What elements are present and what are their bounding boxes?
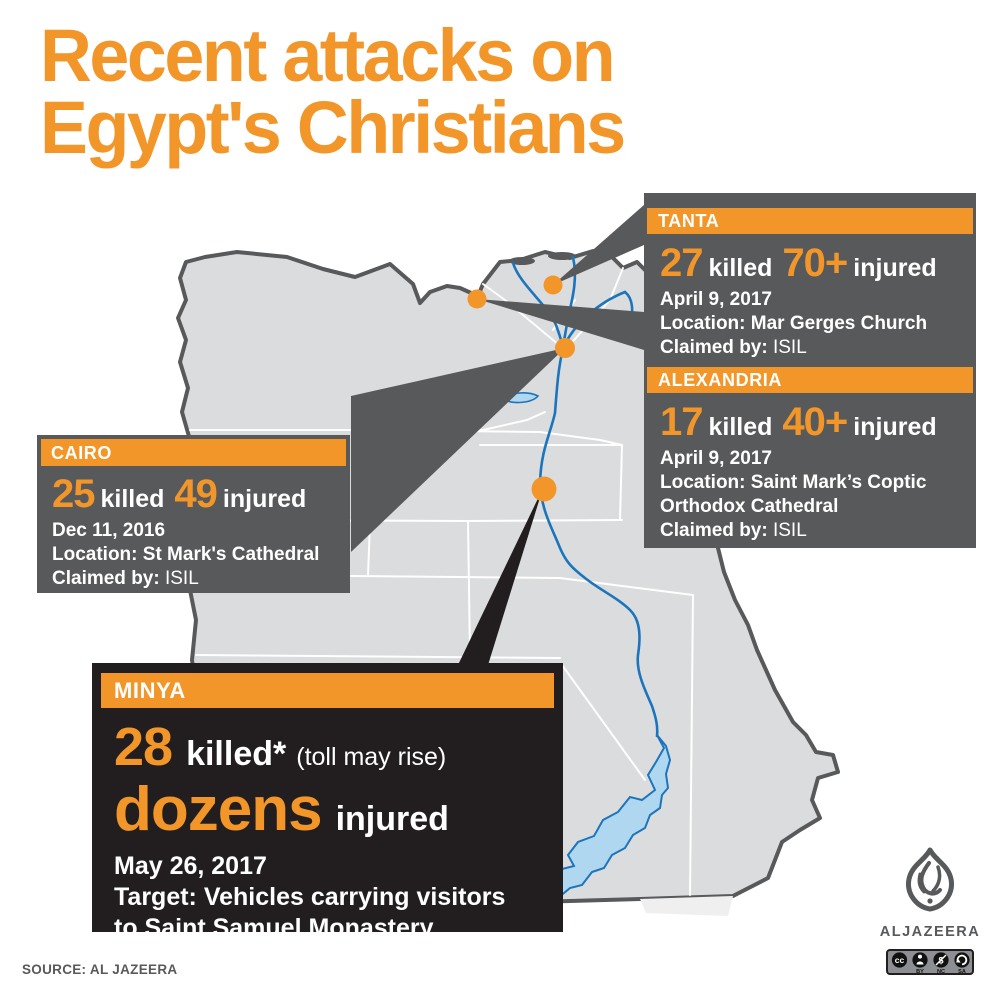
- minya-injured-label: injured: [335, 800, 449, 838]
- cairo-claimed: Claimed by: ISIL: [52, 568, 199, 589]
- minya-killed-label: killed*: [186, 735, 287, 773]
- cairo-casualty-line: 25 killed 49 injured: [52, 472, 350, 517]
- aljazeera-wordmark: ALJAZEERA: [879, 924, 981, 940]
- cc-sa-label: SA: [958, 969, 966, 975]
- alexandria-claimed: Claimed by: ISIL: [660, 520, 807, 541]
- minya-details: May 26, 2017 Target: Vehicles carrying v…: [114, 851, 563, 944]
- map-marker-alexandria: [467, 289, 487, 309]
- page-title: Recent attacks on Egypt's Christians: [40, 14, 626, 169]
- cairo-injured-count: 49: [174, 472, 217, 516]
- cc-by-label: BY: [916, 969, 924, 975]
- minya-date: May 26, 2017: [114, 852, 267, 880]
- cairo-location: Location: St Mark's Cathedral: [52, 544, 320, 565]
- cc-nc-icon: $: [933, 952, 949, 968]
- cairo-date: Dec 11, 2016: [52, 520, 166, 541]
- minya-target: Target: Vehicles carrying visitors: [114, 883, 506, 911]
- aljazeera-brand: ALJAZEERA cc $ BY NC: [878, 846, 982, 975]
- alexandria-header: ALEXANDRIA: [647, 367, 973, 393]
- cc-nc-label: NC: [937, 969, 945, 975]
- tanta-injured-count: 70+: [782, 241, 848, 285]
- alexandria-wedge: [477, 299, 644, 350]
- tanta-killed-label: killed: [708, 254, 773, 282]
- cairo-wedge: [351, 348, 565, 552]
- callout-panel-minya: MINYA 28 killed* (toll may rise) dozens inj…: [92, 663, 563, 942]
- alexandria-injured-label: injured: [853, 413, 937, 441]
- minya-killed-count: 28: [114, 717, 173, 777]
- coastal-lagoon: [509, 257, 535, 265]
- minya-target-2: to Saint Samuel Monastery: [114, 914, 434, 942]
- cairo-header: CAIRO: [41, 439, 346, 466]
- cc-license-badge: cc $ BY NC SA: [886, 949, 974, 975]
- minya-wedge: [458, 488, 543, 665]
- tanta-injured-label: injured: [853, 254, 937, 282]
- alexandria-location-2: Orthodox Cathedral: [660, 496, 839, 517]
- tanta-location: Location: Mar Gerges Church: [660, 313, 928, 334]
- minya-injured-line: dozens injured: [114, 774, 563, 845]
- alexandria-casualty-line: 17 killed 40+ injured: [660, 400, 976, 445]
- callout-panel-tanta-alexandria: TANTA 27 killed 70+ injured April 9, 2017 L…: [644, 193, 976, 548]
- cairo-details: Dec 11, 2016 Location: St Mark's Cathedr…: [52, 519, 350, 591]
- tanta-date: April 9, 2017: [660, 289, 772, 310]
- cairo-killed-label: killed: [100, 485, 165, 513]
- tanta-details: April 9, 2017 Location: Mar Gerges Churc…: [660, 288, 976, 360]
- alexandria-location: Location: Saint Mark’s Coptic: [660, 472, 927, 493]
- title-line1: Recent attacks on: [40, 14, 616, 97]
- callout-panel-cairo: CAIRO 25 killed 49 injured Dec 11, 2016 Loc…: [37, 435, 350, 593]
- tanta-wedge: [553, 205, 644, 285]
- alexandria-injured-count: 40+: [782, 400, 848, 444]
- alexandria-details: April 9, 2017 Location: Saint Mark’s Cop…: [660, 447, 976, 543]
- cairo-injured-label: injured: [222, 485, 307, 513]
- minya-header: MINYA: [101, 673, 554, 708]
- map-marker-tanta: [543, 275, 563, 295]
- cc-sa-icon: [954, 952, 970, 968]
- bir-tawil-strip: [640, 896, 733, 916]
- coastal-lagoon: [548, 252, 576, 260]
- cairo-killed-count: 25: [52, 472, 95, 516]
- minya-killed-note: (toll may rise): [296, 743, 447, 771]
- title-line2: Egypt's Christians: [40, 86, 626, 169]
- cc-icon: cc: [891, 952, 908, 968]
- source-credit: SOURCE: AL JAZEERA: [22, 962, 178, 977]
- minya-killed-line: 28 killed* (toll may rise): [114, 716, 563, 778]
- svg-text:cc: cc: [895, 955, 905, 965]
- aljazeera-logo-icon: [906, 847, 954, 912]
- tanta-killed-count: 27: [660, 241, 703, 285]
- map-marker-cairo: [555, 338, 575, 358]
- alexandria-killed-label: killed: [708, 413, 773, 441]
- minya-injured-count: dozens: [114, 775, 323, 844]
- alexandria-date: April 9, 2017: [660, 448, 772, 469]
- map-marker-minya: [531, 476, 557, 502]
- alexandria-killed-count: 17: [660, 400, 703, 444]
- tanta-casualty-line: 27 killed 70+ injured: [660, 241, 976, 286]
- cc-by-icon: [912, 952, 928, 968]
- tanta-claimed: Claimed by: ISIL: [660, 337, 807, 358]
- tanta-header: TANTA: [647, 208, 973, 234]
